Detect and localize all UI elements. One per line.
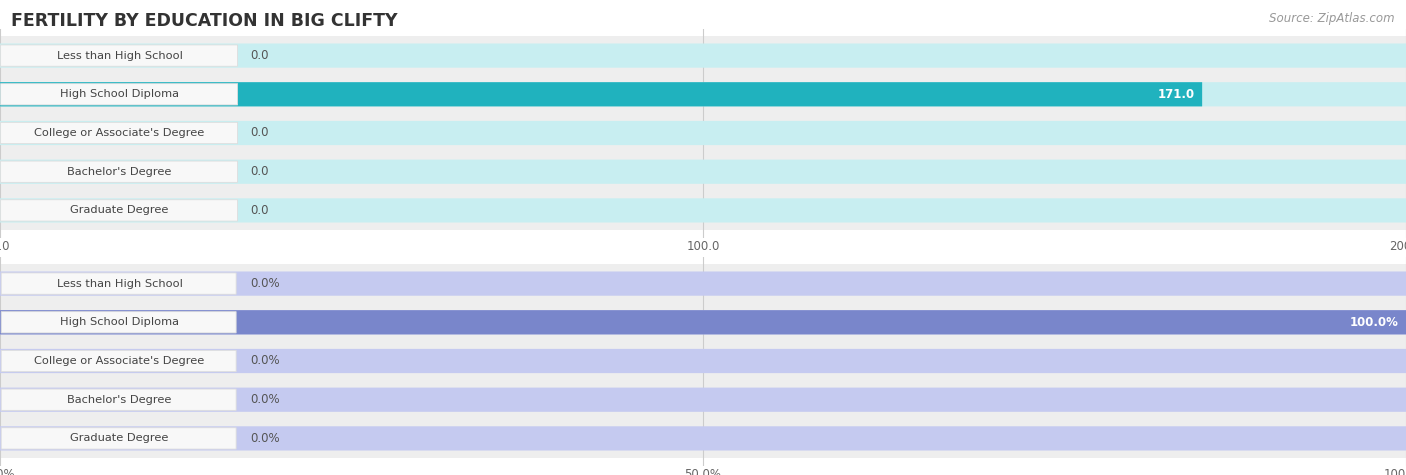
Text: Graduate Degree: Graduate Degree	[70, 433, 169, 443]
Text: 0.0%: 0.0%	[250, 393, 280, 406]
Text: 171.0: 171.0	[1159, 88, 1195, 101]
Text: 0.0%: 0.0%	[250, 354, 280, 368]
Text: High School Diploma: High School Diploma	[60, 89, 179, 99]
Text: FERTILITY BY EDUCATION IN BIG CLIFTY: FERTILITY BY EDUCATION IN BIG CLIFTY	[11, 12, 398, 30]
Text: Less than High School: Less than High School	[56, 279, 183, 289]
FancyBboxPatch shape	[0, 272, 1406, 296]
FancyBboxPatch shape	[0, 45, 238, 66]
FancyBboxPatch shape	[1, 273, 236, 294]
FancyBboxPatch shape	[0, 161, 238, 182]
FancyBboxPatch shape	[0, 198, 1406, 222]
FancyBboxPatch shape	[0, 303, 1406, 342]
FancyBboxPatch shape	[0, 264, 1406, 303]
Text: Less than High School: Less than High School	[56, 51, 183, 61]
Text: 0.0: 0.0	[250, 49, 269, 62]
Text: 0.0: 0.0	[250, 204, 269, 217]
FancyBboxPatch shape	[0, 82, 1406, 106]
FancyBboxPatch shape	[0, 160, 1406, 184]
Text: College or Associate's Degree: College or Associate's Degree	[34, 356, 205, 366]
Text: Bachelor's Degree: Bachelor's Degree	[67, 167, 172, 177]
FancyBboxPatch shape	[0, 310, 1406, 334]
FancyBboxPatch shape	[0, 44, 1406, 68]
FancyBboxPatch shape	[0, 200, 238, 221]
FancyBboxPatch shape	[0, 426, 1406, 450]
FancyBboxPatch shape	[0, 191, 1406, 230]
FancyBboxPatch shape	[0, 349, 1406, 373]
FancyBboxPatch shape	[1, 312, 236, 333]
Text: 0.0%: 0.0%	[250, 277, 280, 290]
FancyBboxPatch shape	[0, 380, 1406, 419]
FancyBboxPatch shape	[0, 123, 238, 143]
FancyBboxPatch shape	[0, 388, 1406, 412]
FancyBboxPatch shape	[0, 342, 1406, 380]
Text: 0.0: 0.0	[250, 165, 269, 178]
Text: High School Diploma: High School Diploma	[60, 317, 179, 327]
Text: 100.0%: 100.0%	[1350, 316, 1399, 329]
FancyBboxPatch shape	[0, 75, 1406, 114]
Text: Graduate Degree: Graduate Degree	[70, 205, 169, 215]
Text: 0.0%: 0.0%	[250, 432, 280, 445]
FancyBboxPatch shape	[1, 351, 236, 371]
FancyBboxPatch shape	[1, 389, 236, 410]
FancyBboxPatch shape	[0, 114, 1406, 152]
FancyBboxPatch shape	[0, 310, 1406, 334]
FancyBboxPatch shape	[0, 36, 1406, 75]
FancyBboxPatch shape	[0, 419, 1406, 458]
FancyBboxPatch shape	[0, 121, 1406, 145]
Text: Bachelor's Degree: Bachelor's Degree	[67, 395, 172, 405]
Text: College or Associate's Degree: College or Associate's Degree	[34, 128, 205, 138]
FancyBboxPatch shape	[0, 152, 1406, 191]
FancyBboxPatch shape	[0, 84, 238, 105]
FancyBboxPatch shape	[0, 82, 1202, 106]
Text: 0.0: 0.0	[250, 126, 269, 140]
Text: Source: ZipAtlas.com: Source: ZipAtlas.com	[1270, 12, 1395, 25]
FancyBboxPatch shape	[1, 428, 236, 449]
